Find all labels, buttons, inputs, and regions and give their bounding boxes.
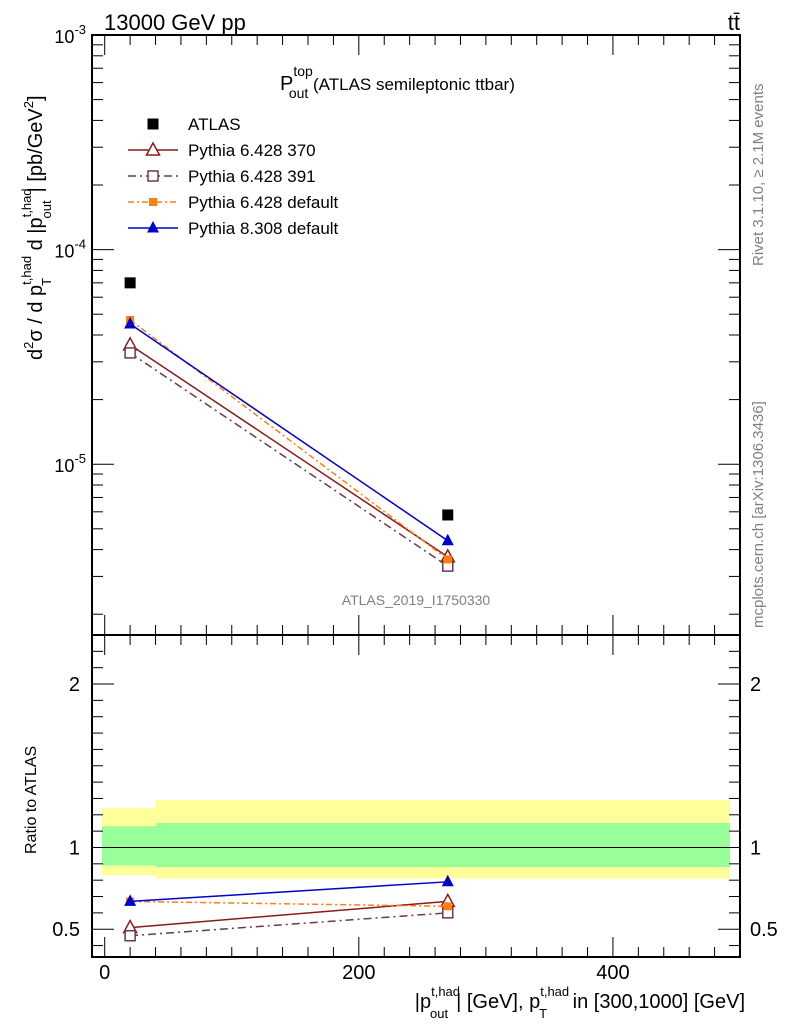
y-tick-label-base: 10 bbox=[54, 456, 74, 476]
x-axis-label: |pt,had out| [GeV], pt,had T in [300,1000]… bbox=[415, 984, 745, 1021]
band-inner bbox=[102, 826, 156, 866]
watermark: ATLAS_2019_I1750330 bbox=[342, 592, 491, 608]
ratio-line bbox=[130, 881, 448, 903]
legend-label: ATLAS bbox=[188, 115, 241, 134]
data-point bbox=[441, 533, 454, 546]
ratio-y-tick-label: 1 bbox=[69, 837, 80, 859]
title-main: P bbox=[280, 73, 293, 95]
band-inner bbox=[155, 822, 730, 868]
x-tick-label: 200 bbox=[342, 962, 375, 984]
main-y-axis-label: d2σ / d pt,had T d |pt,had out| [pb/GeV2] bbox=[19, 95, 54, 360]
ratio-line bbox=[130, 900, 448, 929]
plot-title: Ptop out (ATLAS semileptonic ttbar) bbox=[280, 63, 515, 101]
main-y-tick-labels: 10-310-410-5 bbox=[54, 22, 86, 476]
y-tick-label-base: 10 bbox=[54, 27, 74, 47]
ratio-series bbox=[122, 874, 456, 942]
ratio-frame bbox=[91, 634, 741, 958]
y-tick-label: 10-5 bbox=[54, 451, 86, 476]
y-tick-label-base: 10 bbox=[54, 242, 74, 262]
y-tick-label: 10-4 bbox=[54, 237, 86, 262]
series-line bbox=[129, 323, 449, 542]
ratio-y-axis-label: Ratio to ATLAS bbox=[23, 746, 40, 854]
ratio-plot-panel: 2 2 1 1 0.5 0.5 0 200 400 Ratio to ATLAS |pt,had… bbox=[23, 634, 778, 1021]
ratio-y-tick-label: 0.5 bbox=[52, 919, 80, 941]
header-left: 13000 GeV pp bbox=[104, 10, 246, 35]
main-axis-ticks bbox=[92, 34, 741, 635]
title-sup: top bbox=[293, 63, 313, 79]
legend-label: Pythia 6.428 370 bbox=[188, 141, 316, 160]
data-point bbox=[443, 555, 452, 564]
y-tick-label-exponent: -5 bbox=[74, 451, 86, 466]
legend-label: Pythia 8.308 default bbox=[188, 219, 339, 238]
data-point bbox=[124, 347, 136, 359]
series-line bbox=[129, 352, 449, 567]
main-plot-panel: 10-310-410-5 Ptop out (ATLAS semileptonic… bbox=[19, 22, 741, 636]
legend-label: Pythia 6.428 391 bbox=[188, 167, 316, 186]
y-tick-label-exponent: -4 bbox=[74, 237, 86, 252]
uncertainty-bands bbox=[102, 800, 730, 879]
ratio-y-tick-label-right: 1 bbox=[750, 837, 761, 859]
ratio-point bbox=[124, 894, 137, 906]
ratio-y-tick-label-right: 2 bbox=[750, 674, 761, 696]
data-point bbox=[124, 317, 137, 329]
ratio-axis-ticks bbox=[92, 635, 741, 957]
main-series bbox=[122, 277, 456, 572]
x-tick-label: 0 bbox=[99, 962, 110, 984]
ratio-line bbox=[130, 900, 448, 908]
ratio-line bbox=[130, 912, 448, 937]
y-tick-label-exponent: -3 bbox=[74, 22, 86, 37]
ratio-point bbox=[443, 902, 452, 911]
ratio-point bbox=[124, 930, 136, 942]
legend-label: Pythia 6.428 default bbox=[188, 193, 339, 212]
rivet-label: Rivet 3.1.10, ≥ 2.1M events bbox=[750, 84, 767, 267]
ratio-y-tick-label-right: 0.5 bbox=[750, 919, 778, 941]
x-tick-label: 400 bbox=[596, 962, 629, 984]
title-rest: (ATLAS semileptonic ttbar) bbox=[308, 75, 515, 94]
y-tick-label: 10-3 bbox=[54, 22, 86, 47]
ratio-point bbox=[441, 874, 454, 887]
legend: ATLAS Pythia 6.428 370 Pythia 6.428 391 Pyt… bbox=[128, 115, 339, 238]
legend-marker bbox=[145, 141, 161, 156]
ratio-tick-labels: 2 2 1 1 0.5 0.5 0 200 400 bbox=[52, 674, 778, 984]
legend-marker bbox=[147, 170, 159, 182]
ratio-y-tick-label: 2 bbox=[69, 674, 80, 696]
title-sub: out bbox=[289, 85, 309, 101]
legend-marker bbox=[147, 118, 159, 130]
data-point bbox=[124, 277, 136, 289]
legend-marker bbox=[149, 198, 157, 206]
series-line bbox=[129, 344, 449, 558]
data-point bbox=[442, 509, 454, 521]
mcplots-label: mcplots.cern.ch [arXiv:1306.3436] bbox=[750, 401, 767, 628]
legend-marker bbox=[147, 221, 159, 233]
header-right: tt̄ bbox=[728, 10, 740, 35]
